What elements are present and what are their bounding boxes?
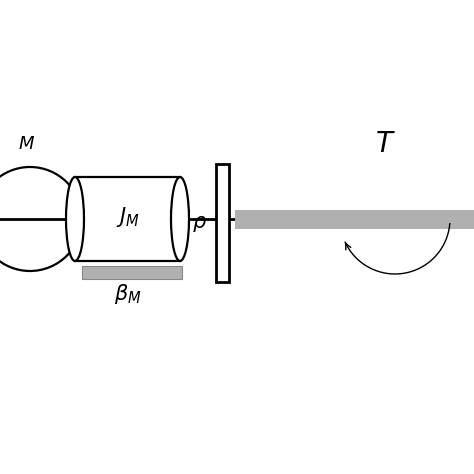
Bar: [216, 164, 228, 282]
Text: $\mathit{M}$: $\mathit{M}$: [18, 135, 35, 153]
Text: $J_M$: $J_M$: [116, 205, 140, 229]
Ellipse shape: [171, 177, 189, 261]
Bar: [82, 265, 182, 279]
Text: $\beta_M$: $\beta_M$: [114, 282, 142, 306]
Bar: [235, 210, 474, 228]
Text: $T$: $T$: [374, 130, 395, 157]
Text: $\rho$: $\rho$: [192, 214, 207, 234]
Bar: [75, 177, 180, 261]
Ellipse shape: [66, 177, 84, 261]
